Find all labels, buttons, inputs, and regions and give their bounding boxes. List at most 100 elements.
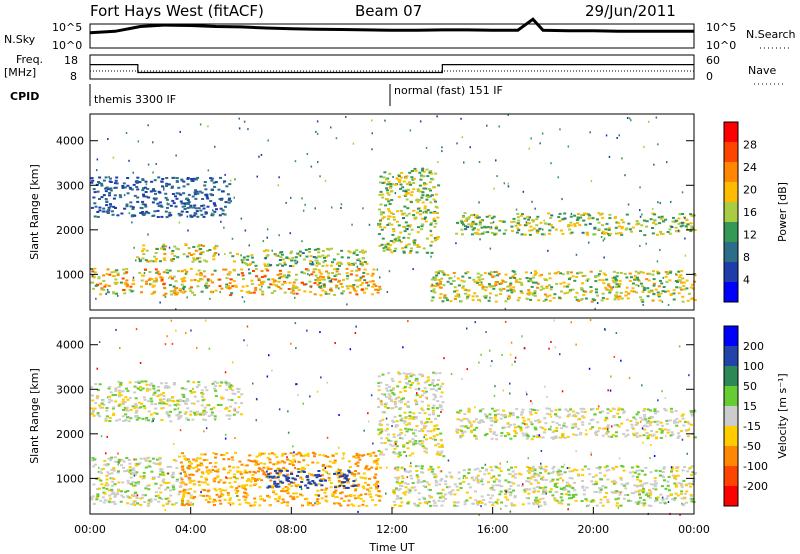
echo-pixel-1 xyxy=(115,176,119,179)
echo-pixel-3 xyxy=(335,263,339,265)
echo-pixel-6 xyxy=(571,426,575,429)
echo-pixel-6 xyxy=(513,435,517,438)
echo-pixel-3 xyxy=(149,382,153,385)
echo-pixel-5 xyxy=(612,270,616,273)
echo-pixel-6 xyxy=(566,410,570,413)
echo-pixel-5 xyxy=(555,490,559,493)
echo-pixel-5 xyxy=(631,282,635,285)
echo-pixel-4 xyxy=(404,246,408,249)
echo-pixel-5 xyxy=(483,503,487,506)
echo-pixel-4 xyxy=(432,398,436,401)
echo-pixel-6 xyxy=(620,226,624,228)
echo-pixel-5 xyxy=(567,490,571,493)
echo-pixel-6 xyxy=(617,407,621,410)
echo-pixel-3 xyxy=(118,403,122,406)
echo-pixel-1 xyxy=(196,215,200,218)
echo-pixel-3 xyxy=(151,417,155,420)
echo-pixel-1 xyxy=(90,177,94,180)
echo-pixel-1 xyxy=(177,212,181,215)
echo-pixel-1 xyxy=(369,487,373,489)
echo-pixel-5 xyxy=(439,282,442,285)
echo-pixel-5 xyxy=(488,285,492,287)
echo-pixel-5 xyxy=(453,493,457,496)
echo-pixel-6 xyxy=(478,223,482,226)
echo-pixel-0 xyxy=(337,279,341,282)
echo-pixel-3 xyxy=(199,413,202,416)
echo-pixel-5 xyxy=(451,489,455,492)
echo-pixel-1 xyxy=(218,214,222,217)
echo-pixel-5 xyxy=(642,271,645,274)
echo-pixel-0 xyxy=(319,272,323,275)
echo-pixel-3 xyxy=(263,263,267,266)
echo-pixel-0 xyxy=(278,269,282,272)
echo-pixel-0 xyxy=(106,471,110,474)
echo-pixel-5 xyxy=(640,502,644,505)
echo-pixel-0 xyxy=(316,277,320,280)
echo-pixel-4 xyxy=(415,378,418,380)
echo-pixel-6 xyxy=(492,215,496,218)
echo-pixel-0 xyxy=(105,478,109,481)
echo-pixel-0 xyxy=(144,459,148,462)
scatter-pixel xyxy=(301,197,303,200)
echo-pixel-3 xyxy=(233,393,237,395)
scatter-pixel xyxy=(496,175,498,178)
echo-pixel-1 xyxy=(195,470,199,473)
echo-pixel-6 xyxy=(478,421,482,424)
echo-pixel-5 xyxy=(443,294,447,297)
echo-pixel-6 xyxy=(559,229,563,232)
echo-pixel-1 xyxy=(182,495,185,498)
echo-pixel-6 xyxy=(618,225,621,228)
echo-pixel-1 xyxy=(262,473,266,476)
echo-pixel-0 xyxy=(102,279,106,282)
echo-pixel-6 xyxy=(494,227,498,230)
echo-pixel-5 xyxy=(571,275,575,278)
echo-pixel-4 xyxy=(390,223,394,226)
echo-pixel-0 xyxy=(124,490,128,493)
echo-pixel-0 xyxy=(211,281,215,284)
echo-pixel-6 xyxy=(603,419,607,422)
echo-pixel-0 xyxy=(348,291,352,294)
echo-pixel-5 xyxy=(472,278,476,281)
echo-pixel-4 xyxy=(408,171,412,174)
echo-pixel-6 xyxy=(646,422,650,424)
echo-pixel-5 xyxy=(491,484,495,487)
echo-pixel-6 xyxy=(466,427,470,430)
echo-pixel-3 xyxy=(108,395,112,398)
scatter-pixel xyxy=(138,257,140,260)
echo-pixel-1 xyxy=(283,461,287,464)
scatter-pixel xyxy=(168,246,171,249)
echo-pixel-3 xyxy=(225,407,229,410)
echo-pixel-0 xyxy=(205,286,209,289)
echo-pixel-6 xyxy=(490,407,494,410)
echo-pixel-5 xyxy=(478,284,481,286)
echo-pixel-2 xyxy=(192,257,196,260)
echo-pixel-6 xyxy=(682,424,686,427)
echo-pixel-4 xyxy=(394,424,398,427)
echo-pixel-1 xyxy=(289,495,293,498)
echo-pixel-0 xyxy=(147,502,151,505)
echo-pixel-4 xyxy=(397,237,401,240)
scatter-pixel xyxy=(210,212,213,215)
echo-pixel-3 xyxy=(340,262,343,265)
echo-pixel-1 xyxy=(195,190,199,193)
echo-pixel-1 xyxy=(357,472,361,475)
echo-pixel-5 xyxy=(548,294,552,297)
echo-pixel-1 xyxy=(342,452,346,455)
echo-pixel-5 xyxy=(605,298,609,300)
echo-pixel-4 xyxy=(429,222,433,225)
echo-pixel-0 xyxy=(155,458,159,461)
echo-pixel-2 xyxy=(215,245,219,248)
echo-pixel-0 xyxy=(171,486,175,488)
scatter-pixel xyxy=(441,150,443,153)
scatter-pixel xyxy=(425,146,428,149)
echo-pixel-6 xyxy=(570,231,574,234)
echo-pixel-1 xyxy=(227,458,231,461)
echo-pixel-5 xyxy=(439,293,443,296)
echo-pixel-5 xyxy=(592,500,596,503)
echo-pixel-0 xyxy=(370,274,374,277)
echo-pixel-3 xyxy=(317,251,321,254)
echo-pixel-3 xyxy=(240,402,243,405)
colorbar-tick-label: 8 xyxy=(743,251,750,264)
echo-pixel-5 xyxy=(666,273,670,275)
echo-pixel-1 xyxy=(136,188,140,191)
